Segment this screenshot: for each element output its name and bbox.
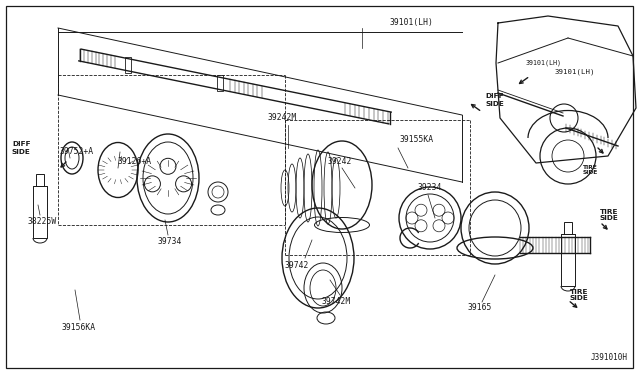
Bar (561, 234, 575, 286)
Bar (36, 174, 44, 186)
Text: 39156KA: 39156KA (62, 324, 96, 333)
Text: TIRE
SIDE: TIRE SIDE (570, 289, 589, 301)
Text: 39234: 39234 (418, 183, 442, 192)
Text: 39734: 39734 (158, 237, 182, 247)
Text: 39165: 39165 (468, 304, 492, 312)
Text: 39752+A: 39752+A (60, 148, 94, 157)
Bar (125, 57, 131, 73)
Bar (33, 186, 47, 238)
Bar (217, 76, 223, 92)
Text: 39742M: 39742M (322, 298, 351, 307)
Text: J391010H: J391010H (591, 353, 628, 362)
Text: DIFF
SIDE: DIFF SIDE (12, 141, 31, 154)
Text: TIRE
SIDE: TIRE SIDE (583, 164, 598, 176)
Text: 39101(LH): 39101(LH) (526, 60, 562, 66)
Text: TIRE
SIDE: TIRE SIDE (600, 208, 619, 221)
Text: 38225W: 38225W (28, 218, 57, 227)
Text: 39242M: 39242M (268, 113, 297, 122)
Text: 39742: 39742 (285, 260, 309, 269)
Text: 39101(LH): 39101(LH) (555, 69, 595, 75)
Text: DIFF
SIDE: DIFF SIDE (485, 93, 504, 106)
Text: 39126+A: 39126+A (118, 157, 152, 167)
Text: 39101(LH): 39101(LH) (390, 17, 434, 26)
Text: 39155KA: 39155KA (400, 135, 434, 144)
Text: 39242: 39242 (328, 157, 353, 167)
Bar (564, 222, 572, 234)
